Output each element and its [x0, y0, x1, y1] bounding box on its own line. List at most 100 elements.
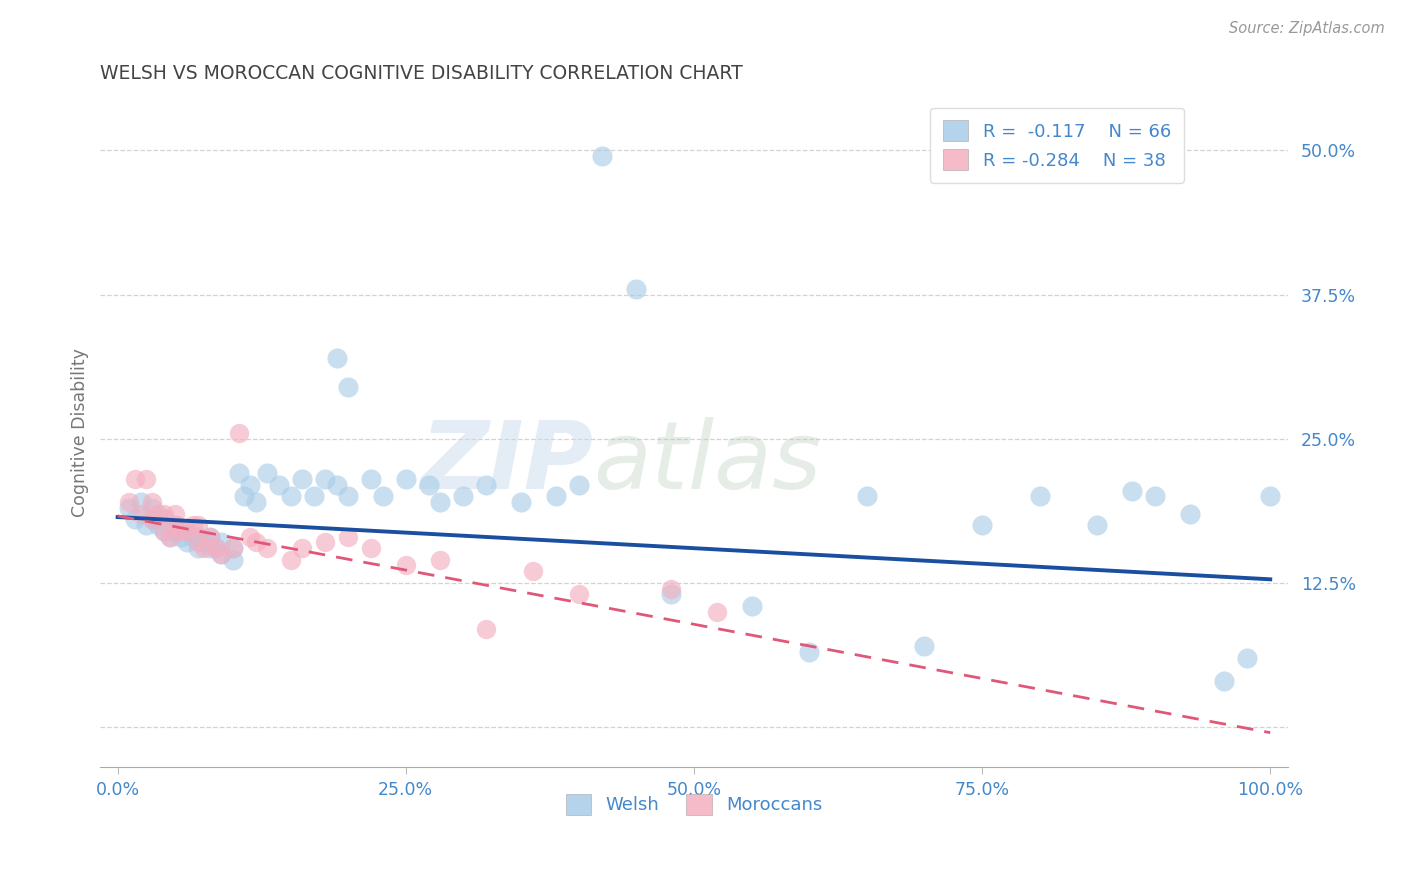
Point	[1178, 507, 1201, 521]
Point	[475, 622, 498, 636]
Point	[1213, 673, 1236, 688]
Point	[222, 541, 245, 556]
Point	[302, 489, 325, 503]
Point	[337, 380, 360, 394]
Point	[395, 558, 418, 573]
Point	[280, 552, 302, 566]
Point	[198, 530, 221, 544]
Point	[228, 467, 250, 481]
Point	[176, 535, 198, 549]
Point	[741, 599, 763, 613]
Point	[544, 489, 567, 503]
Point	[204, 541, 226, 556]
Point	[337, 530, 360, 544]
Point	[181, 518, 204, 533]
Point	[568, 477, 591, 491]
Point	[165, 524, 187, 538]
Point	[972, 518, 994, 533]
Point	[245, 495, 267, 509]
Point	[187, 518, 209, 533]
Point	[222, 552, 245, 566]
Point	[135, 518, 157, 533]
Point	[159, 530, 181, 544]
Point	[222, 541, 245, 556]
Point	[267, 477, 290, 491]
Point	[176, 524, 198, 538]
Point	[1121, 483, 1143, 498]
Point	[176, 524, 198, 538]
Point	[118, 500, 141, 515]
Point	[325, 477, 347, 491]
Text: atlas: atlas	[593, 417, 821, 508]
Point	[914, 639, 936, 653]
Legend: Welsh, Moroccans: Welsh, Moroccans	[558, 787, 830, 822]
Point	[659, 582, 682, 596]
Point	[360, 472, 382, 486]
Point	[152, 507, 174, 521]
Y-axis label: Cognitive Disability: Cognitive Disability	[72, 349, 89, 517]
Point	[141, 495, 163, 509]
Point	[118, 495, 141, 509]
Point	[239, 477, 262, 491]
Point	[209, 547, 232, 561]
Point	[522, 564, 544, 578]
Text: WELSH VS MOROCCAN COGNITIVE DISABILITY CORRELATION CHART: WELSH VS MOROCCAN COGNITIVE DISABILITY C…	[100, 64, 744, 83]
Point	[135, 472, 157, 486]
Point	[198, 530, 221, 544]
Point	[568, 587, 591, 601]
Point	[418, 477, 440, 491]
Point	[193, 535, 215, 549]
Point	[159, 530, 181, 544]
Point	[170, 524, 193, 538]
Text: ZIP: ZIP	[420, 417, 593, 509]
Point	[129, 507, 152, 521]
Point	[360, 541, 382, 556]
Point	[193, 541, 215, 556]
Point	[429, 495, 451, 509]
Point	[152, 512, 174, 526]
Point	[371, 489, 394, 503]
Point	[256, 541, 278, 556]
Point	[141, 512, 163, 526]
Text: Source: ZipAtlas.com: Source: ZipAtlas.com	[1229, 21, 1385, 37]
Point	[591, 149, 613, 163]
Point	[856, 489, 879, 503]
Point	[291, 541, 314, 556]
Point	[165, 518, 187, 533]
Point	[141, 500, 163, 515]
Point	[146, 507, 169, 521]
Point	[187, 530, 209, 544]
Point	[1236, 650, 1258, 665]
Point	[1258, 489, 1281, 503]
Point	[187, 535, 209, 549]
Point	[124, 472, 146, 486]
Point	[209, 547, 232, 561]
Point	[799, 645, 821, 659]
Point	[228, 425, 250, 440]
Point	[429, 552, 451, 566]
Point	[124, 512, 146, 526]
Point	[141, 512, 163, 526]
Point	[233, 489, 256, 503]
Point	[337, 489, 360, 503]
Point	[170, 530, 193, 544]
Point	[209, 535, 232, 549]
Point	[706, 605, 728, 619]
Point	[280, 489, 302, 503]
Point	[152, 524, 174, 538]
Point	[1028, 489, 1050, 503]
Point	[395, 472, 418, 486]
Point	[659, 587, 682, 601]
Point	[245, 535, 267, 549]
Point	[325, 351, 347, 365]
Point	[129, 495, 152, 509]
Point	[475, 477, 498, 491]
Point	[626, 282, 648, 296]
Point	[510, 495, 533, 509]
Point	[256, 467, 278, 481]
Point	[291, 472, 314, 486]
Point	[181, 530, 204, 544]
Point	[165, 507, 187, 521]
Point	[1143, 489, 1166, 503]
Point	[198, 541, 221, 556]
